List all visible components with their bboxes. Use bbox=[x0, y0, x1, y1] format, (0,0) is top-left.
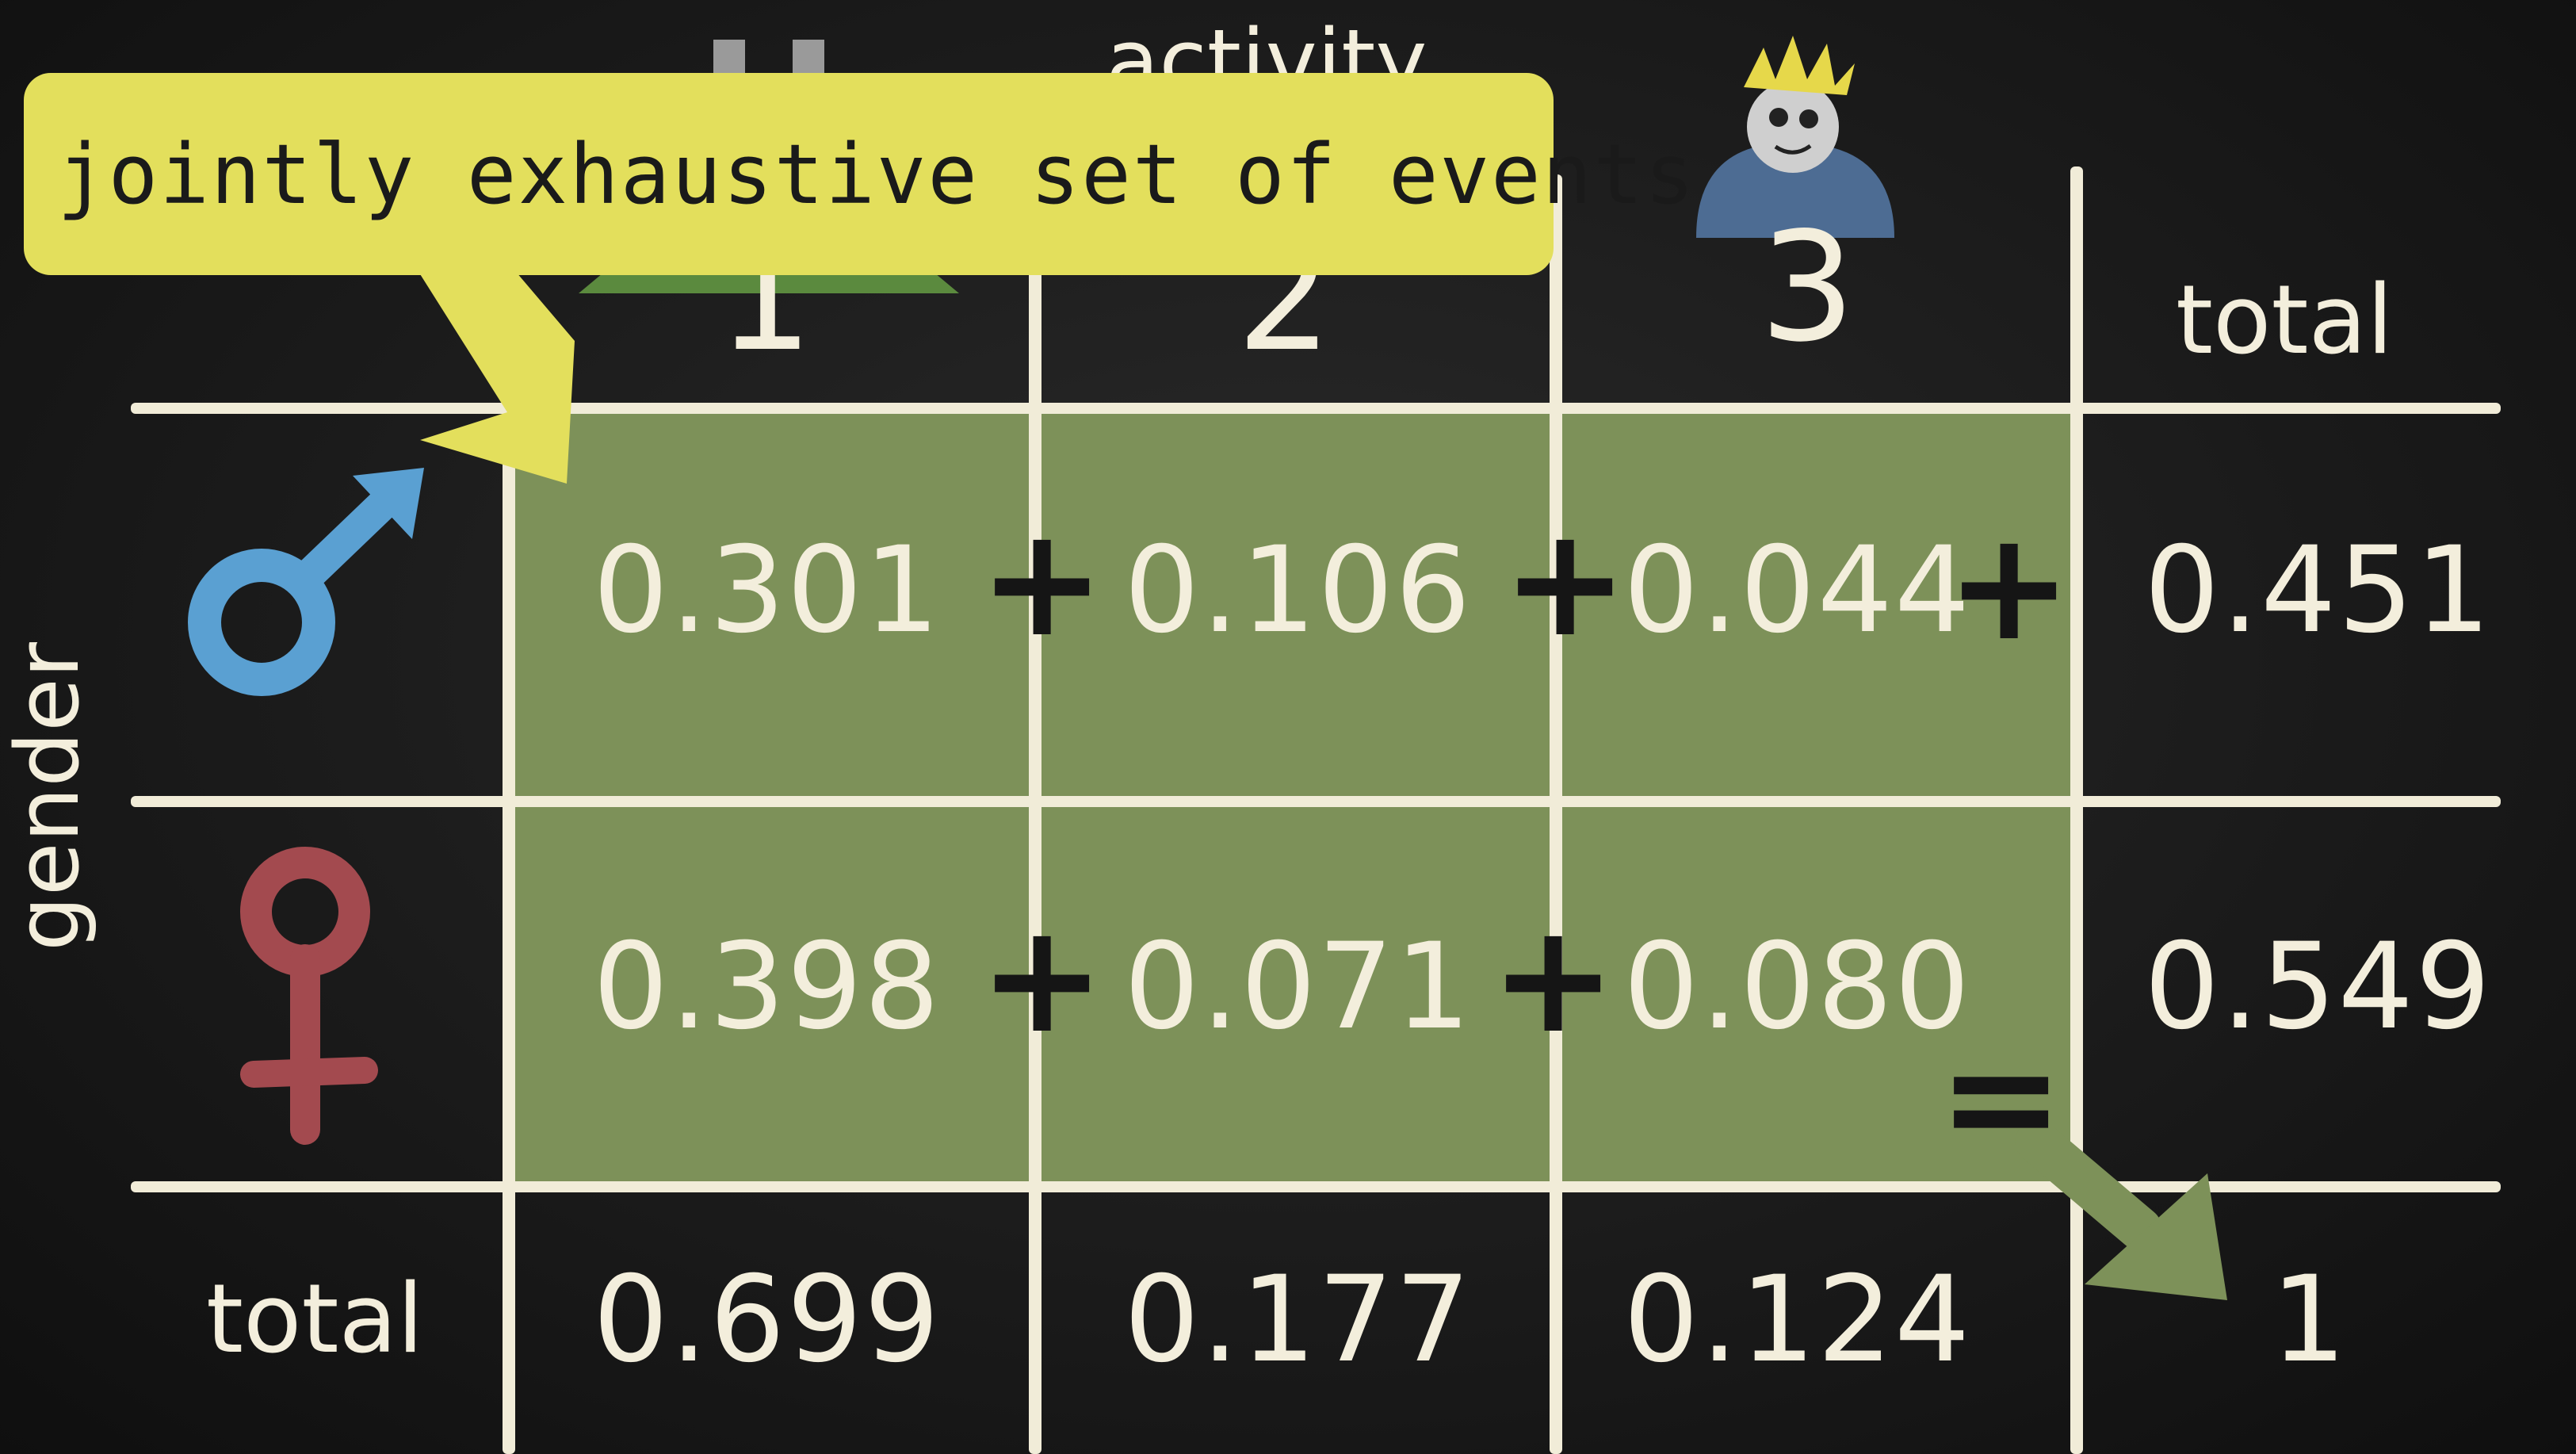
gender-axis-label: gender bbox=[0, 642, 98, 951]
cell-female-activity-1: 0.398 bbox=[593, 918, 942, 1056]
column-total-activity-2: 0.177 bbox=[1124, 1251, 1473, 1389]
column-header-3: 3 bbox=[1760, 200, 1856, 375]
grid-line-h-bottom bbox=[131, 1181, 2501, 1192]
callout-pointer bbox=[412, 262, 575, 484]
cell-female-activity-2: 0.071 bbox=[1124, 918, 1473, 1056]
column-total-activity-3: 0.124 bbox=[1623, 1251, 1972, 1389]
cell-female-activity-3: 0.080 bbox=[1623, 918, 1972, 1056]
male-symbol-icon bbox=[188, 468, 424, 696]
plus-sign-male-2: + bbox=[1502, 495, 1629, 670]
equals-sign: = bbox=[1938, 1010, 2065, 1185]
grand-total: 1 bbox=[2271, 1251, 2349, 1389]
row-total-female: 0.549 bbox=[2144, 918, 2493, 1056]
callout-box bbox=[24, 73, 1554, 275]
totals-row-label: total bbox=[206, 1265, 424, 1375]
callout-text: jointly exhaustive set of events bbox=[57, 126, 1696, 223]
row-total-male: 0.451 bbox=[2144, 522, 2493, 660]
cell-male-activity-3: 0.044 bbox=[1623, 522, 1972, 660]
column-total-activity-1: 0.699 bbox=[593, 1251, 942, 1389]
grid-line-h-top bbox=[131, 403, 2501, 414]
plus-sign-female-2: + bbox=[1490, 891, 1617, 1066]
plus-sign-male-3: + bbox=[1946, 499, 2073, 674]
arrow-to-grand-total-icon bbox=[2015, 1119, 2227, 1300]
grid-line-v-4 bbox=[2070, 166, 2083, 1454]
plus-sign-female-1: + bbox=[979, 891, 1106, 1066]
cell-male-activity-2: 0.106 bbox=[1124, 522, 1473, 660]
grid-line-v-1 bbox=[503, 262, 515, 1454]
grid-line-v-2 bbox=[1029, 262, 1041, 1454]
plus-sign-male-1: + bbox=[979, 495, 1106, 670]
grid-line-h-middle bbox=[131, 796, 2501, 807]
cell-male-activity-1: 0.301 bbox=[593, 522, 942, 660]
activity-3-character-icon bbox=[1696, 36, 1894, 238]
column-header-total: total bbox=[2176, 266, 2394, 376]
activity-1-figure-icon bbox=[579, 40, 959, 293]
grid-line-v-3 bbox=[1550, 174, 1562, 1454]
female-symbol-icon bbox=[240, 847, 378, 1145]
